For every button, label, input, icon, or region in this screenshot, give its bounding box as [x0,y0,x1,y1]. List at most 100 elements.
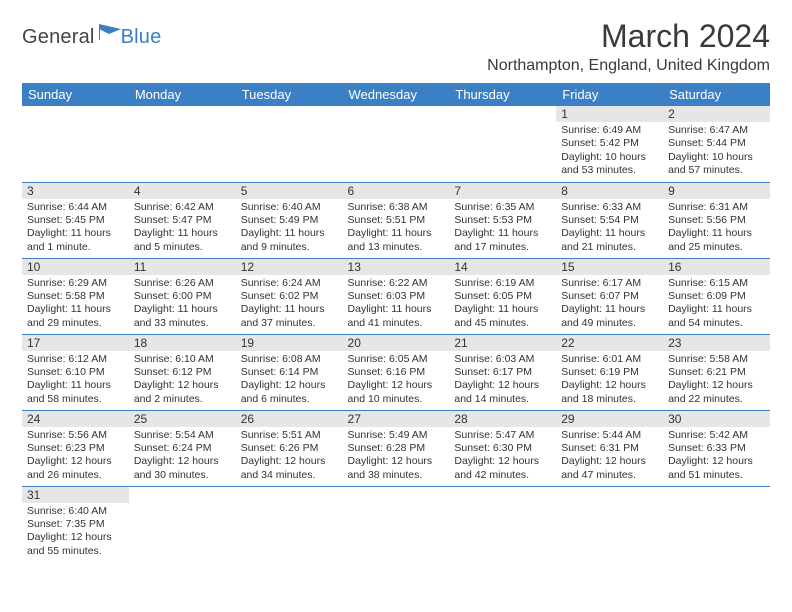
day-content: Sunrise: 6:33 AMSunset: 5:54 PMDaylight:… [556,199,663,258]
day-content: Sunrise: 6:19 AMSunset: 6:05 PMDaylight:… [449,275,556,334]
sunrise-text: Sunrise: 6:08 AM [241,353,338,366]
daylight-text: Daylight: 11 hours and 33 minutes. [134,303,231,330]
calendar-row: 24Sunrise: 5:56 AMSunset: 6:23 PMDayligh… [22,410,770,486]
day-number: 5 [236,183,343,199]
day-number: 26 [236,411,343,427]
day-number: 9 [663,183,770,199]
calendar-cell: 22Sunrise: 6:01 AMSunset: 6:19 PMDayligh… [556,334,663,410]
daylight-text: Daylight: 11 hours and 21 minutes. [561,227,658,254]
day-content: Sunrise: 6:03 AMSunset: 6:17 PMDaylight:… [449,351,556,410]
day-content: Sunrise: 5:49 AMSunset: 6:28 PMDaylight:… [343,427,450,486]
daylight-text: Daylight: 12 hours and 30 minutes. [134,455,231,482]
sunrise-text: Sunrise: 6:12 AM [27,353,124,366]
sunset-text: Sunset: 5:53 PM [454,214,551,227]
day-number [663,487,770,489]
daylight-text: Daylight: 12 hours and 18 minutes. [561,379,658,406]
daylight-text: Daylight: 11 hours and 45 minutes. [454,303,551,330]
day-number: 18 [129,335,236,351]
day-number [343,487,450,489]
calendar-cell: 5Sunrise: 6:40 AMSunset: 5:49 PMDaylight… [236,182,343,258]
calendar-cell [343,106,450,182]
day-number [449,106,556,108]
day-number: 12 [236,259,343,275]
calendar-cell [129,106,236,182]
sunset-text: Sunset: 6:23 PM [27,442,124,455]
calendar-cell: 9Sunrise: 6:31 AMSunset: 5:56 PMDaylight… [663,182,770,258]
day-content: Sunrise: 5:58 AMSunset: 6:21 PMDaylight:… [663,351,770,410]
daylight-text: Daylight: 11 hours and 9 minutes. [241,227,338,254]
day-number [449,487,556,489]
sunset-text: Sunset: 6:28 PM [348,442,445,455]
day-number: 25 [129,411,236,427]
day-content: Sunrise: 6:08 AMSunset: 6:14 PMDaylight:… [236,351,343,410]
sunrise-text: Sunrise: 6:31 AM [668,201,765,214]
calendar-cell: 31Sunrise: 6:40 AMSunset: 7:35 PMDayligh… [22,486,129,562]
sunrise-text: Sunrise: 5:54 AM [134,429,231,442]
calendar-cell: 20Sunrise: 6:05 AMSunset: 6:16 PMDayligh… [343,334,450,410]
sunrise-text: Sunrise: 6:19 AM [454,277,551,290]
calendar-head: SundayMondayTuesdayWednesdayThursdayFrid… [22,83,770,106]
calendar-cell: 6Sunrise: 6:38 AMSunset: 5:51 PMDaylight… [343,182,450,258]
sunset-text: Sunset: 6:05 PM [454,290,551,303]
calendar-cell [22,106,129,182]
sunrise-text: Sunrise: 6:05 AM [348,353,445,366]
sunrise-text: Sunrise: 6:35 AM [454,201,551,214]
day-content: Sunrise: 6:22 AMSunset: 6:03 PMDaylight:… [343,275,450,334]
daylight-text: Daylight: 11 hours and 1 minute. [27,227,124,254]
sunrise-text: Sunrise: 6:10 AM [134,353,231,366]
day-number: 21 [449,335,556,351]
day-content: Sunrise: 6:40 AMSunset: 5:49 PMDaylight:… [236,199,343,258]
calendar-cell: 21Sunrise: 6:03 AMSunset: 6:17 PMDayligh… [449,334,556,410]
sunrise-text: Sunrise: 6:22 AM [348,277,445,290]
calendar-cell: 13Sunrise: 6:22 AMSunset: 6:03 PMDayligh… [343,258,450,334]
sunrise-text: Sunrise: 6:40 AM [27,505,124,518]
daylight-text: Daylight: 12 hours and 6 minutes. [241,379,338,406]
day-content: Sunrise: 5:44 AMSunset: 6:31 PMDaylight:… [556,427,663,486]
day-content: Sunrise: 6:49 AMSunset: 5:42 PMDaylight:… [556,122,663,181]
sunset-text: Sunset: 5:45 PM [27,214,124,227]
sunset-text: Sunset: 5:47 PM [134,214,231,227]
calendar-cell: 11Sunrise: 6:26 AMSunset: 6:00 PMDayligh… [129,258,236,334]
day-content: Sunrise: 6:31 AMSunset: 5:56 PMDaylight:… [663,199,770,258]
sunset-text: Sunset: 6:09 PM [668,290,765,303]
day-content: Sunrise: 6:26 AMSunset: 6:00 PMDaylight:… [129,275,236,334]
sunset-text: Sunset: 5:44 PM [668,137,765,150]
daylight-text: Daylight: 12 hours and 2 minutes. [134,379,231,406]
day-content: Sunrise: 6:29 AMSunset: 5:58 PMDaylight:… [22,275,129,334]
day-number: 23 [663,335,770,351]
daylight-text: Daylight: 10 hours and 57 minutes. [668,151,765,178]
calendar-cell [343,486,450,562]
daylight-text: Daylight: 10 hours and 53 minutes. [561,151,658,178]
flag-icon [99,24,121,45]
daylight-text: Daylight: 11 hours and 13 minutes. [348,227,445,254]
day-number: 16 [663,259,770,275]
day-content: Sunrise: 6:01 AMSunset: 6:19 PMDaylight:… [556,351,663,410]
day-header: Sunday [22,83,129,106]
calendar-cell: 3Sunrise: 6:44 AMSunset: 5:45 PMDaylight… [22,182,129,258]
daylight-text: Daylight: 12 hours and 34 minutes. [241,455,338,482]
daylight-text: Daylight: 12 hours and 26 minutes. [27,455,124,482]
calendar-cell: 24Sunrise: 5:56 AMSunset: 6:23 PMDayligh… [22,410,129,486]
day-number: 19 [236,335,343,351]
day-content: Sunrise: 6:40 AMSunset: 7:35 PMDaylight:… [22,503,129,562]
daylight-text: Daylight: 11 hours and 41 minutes. [348,303,445,330]
calendar-table: SundayMondayTuesdayWednesdayThursdayFrid… [22,83,770,562]
day-content: Sunrise: 6:12 AMSunset: 6:10 PMDaylight:… [22,351,129,410]
sunrise-text: Sunrise: 6:01 AM [561,353,658,366]
day-number: 27 [343,411,450,427]
day-number: 29 [556,411,663,427]
day-content: Sunrise: 6:17 AMSunset: 6:07 PMDaylight:… [556,275,663,334]
day-number: 11 [129,259,236,275]
day-number [236,106,343,108]
sunset-text: Sunset: 6:12 PM [134,366,231,379]
daylight-text: Daylight: 12 hours and 42 minutes. [454,455,551,482]
calendar-body: 1Sunrise: 6:49 AMSunset: 5:42 PMDaylight… [22,106,770,562]
day-number: 24 [22,411,129,427]
day-header: Saturday [663,83,770,106]
day-number [22,106,129,108]
day-number: 15 [556,259,663,275]
calendar-row: 17Sunrise: 6:12 AMSunset: 6:10 PMDayligh… [22,334,770,410]
sunset-text: Sunset: 6:30 PM [454,442,551,455]
calendar-row: 31Sunrise: 6:40 AMSunset: 7:35 PMDayligh… [22,486,770,562]
day-number: 3 [22,183,129,199]
